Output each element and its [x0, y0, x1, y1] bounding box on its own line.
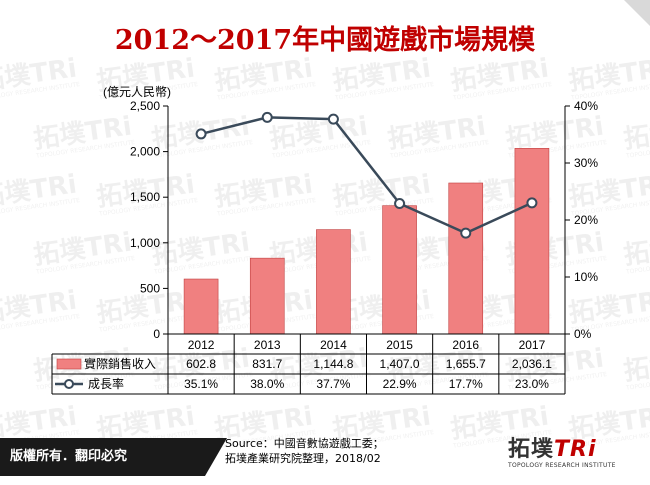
growth-line	[200, 116, 533, 235]
source-note: Source：中國音數協遊戲工委； 拓墣產業研究院整理，2018/02	[225, 436, 475, 466]
corner-decoration	[624, 0, 650, 26]
x-tick-label: 2017	[519, 338, 546, 352]
copyright-banner: 版權所有．翻印必究	[0, 438, 205, 476]
bar-value-label: 1,655.7	[446, 357, 486, 371]
y-tick-label-right: 10%	[574, 270, 598, 284]
watermark-text: 拓墣TRi	[622, 343, 650, 386]
y-tick-label-left: 0	[153, 327, 160, 341]
growth-marker	[261, 111, 273, 123]
bar-value-label: 1,144.8	[313, 357, 353, 371]
copyright-banner-angle	[205, 438, 227, 476]
y-tick-label-left: 2,000	[130, 145, 160, 159]
growth-marker	[195, 128, 207, 140]
legend-line-label: 成長率	[88, 376, 124, 391]
y-tick-label-left: 500	[140, 281, 160, 295]
watermark-text: 拓墣TRi	[622, 111, 650, 154]
growth-value-label: 22.9%	[383, 377, 417, 391]
growth-marker	[394, 197, 406, 209]
legend-bar-label: 實際銷售收入	[84, 356, 156, 371]
bar	[249, 257, 285, 335]
bar-value-label: 602.8	[186, 357, 216, 371]
logo-mark: 拓墣TRi	[508, 438, 628, 462]
source-line-2: 拓墣產業研究院整理，2018/02	[225, 452, 381, 465]
bar	[514, 148, 550, 335]
logo-tri: TRi	[554, 437, 597, 462]
growth-value-label: 35.1%	[184, 377, 218, 391]
growth-value-label: 23.0%	[515, 377, 549, 391]
tri-logo: 拓墣TRi TOPOLOGY RESEARCH INSTITUTE	[508, 438, 628, 478]
x-tick-label: 2013	[254, 338, 281, 352]
y-tick-label-right: 40%	[574, 99, 598, 113]
bar	[183, 278, 219, 335]
legend-bar-swatch	[56, 358, 82, 370]
x-tick-label: 2014	[320, 338, 347, 352]
x-tick-label: 2015	[386, 338, 413, 352]
growth-value-label: 38.0%	[250, 377, 284, 391]
source-line-1: Source：中國音數協遊戲工委；	[225, 437, 384, 450]
legend-line-marker	[64, 379, 74, 389]
y-tick-label-right: 30%	[574, 156, 598, 170]
y-tick-label-left: 2,500	[130, 99, 160, 113]
bar-value-label: 831.7	[252, 357, 282, 371]
bar-value-label: 1,407.0	[380, 357, 420, 371]
y-tick-label-right: 20%	[574, 213, 598, 227]
bar	[382, 205, 417, 335]
y-tick-label-left: 1,000	[130, 236, 160, 250]
bar	[448, 182, 484, 335]
bar-value-label: 2,036.1	[512, 357, 552, 371]
watermark-text: 拓墣TRi	[622, 227, 650, 270]
y-tick-label-right: 0%	[574, 327, 592, 341]
bar	[316, 229, 351, 335]
x-tick-label: 2016	[452, 338, 479, 352]
growth-marker	[460, 227, 472, 239]
growth-marker	[526, 197, 538, 209]
x-tick-label: 2012	[188, 338, 215, 352]
top-bar	[0, 0, 650, 5]
logo-subtitle: TOPOLOGY RESEARCH INSTITUTE	[508, 462, 616, 469]
growth-value-label: 37.7%	[316, 377, 350, 391]
y-axis-unit-label: (億元人民幣)	[103, 85, 171, 99]
chart-title: 2012～2017年中國遊戲市場規模	[114, 25, 536, 56]
growth-value-label: 17.7%	[449, 377, 483, 391]
y-tick-label-left: 1,500	[130, 190, 160, 204]
logo-text: 拓墣	[508, 437, 555, 462]
growth-marker	[327, 113, 339, 125]
